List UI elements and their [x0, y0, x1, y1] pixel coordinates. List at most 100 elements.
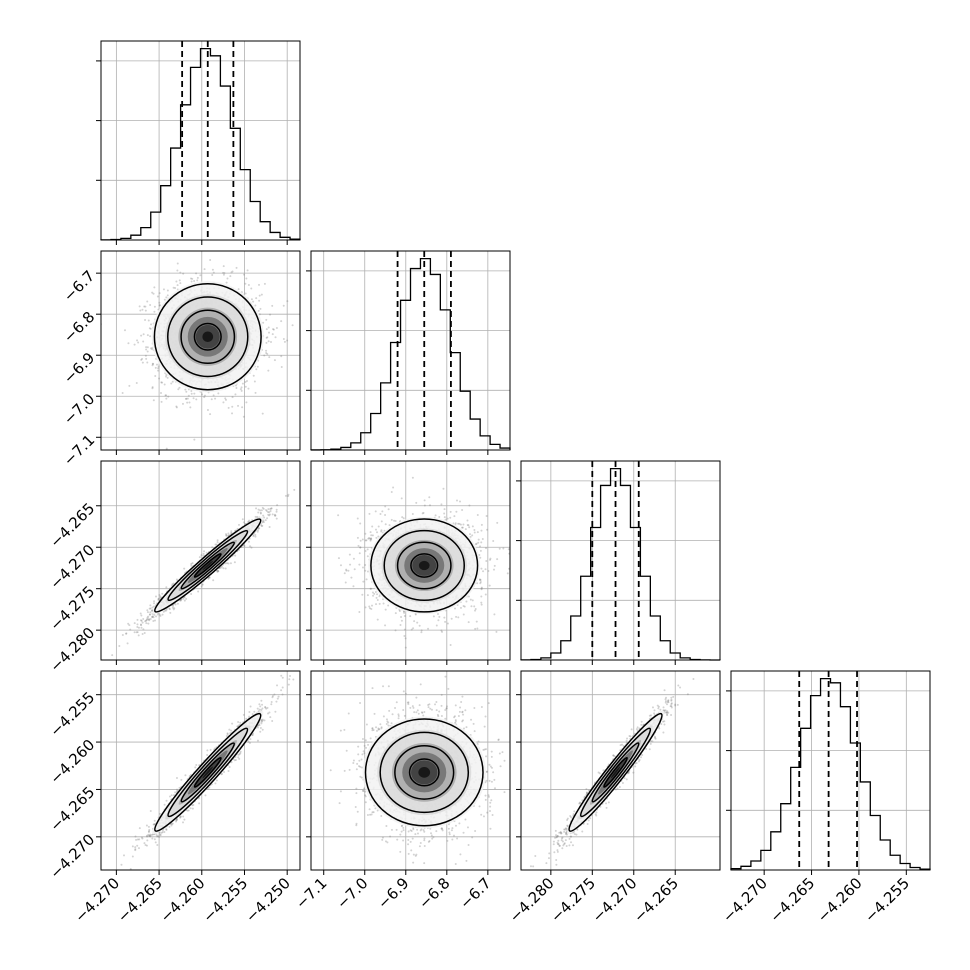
sample-point [226, 277, 229, 280]
sample-point [154, 366, 157, 369]
sample-point [250, 287, 253, 290]
sample-point [268, 525, 271, 528]
sample-point [193, 280, 196, 283]
sample-point [154, 619, 157, 622]
sample-point [147, 622, 150, 625]
sample-point [128, 624, 131, 627]
sample-point [459, 500, 462, 503]
sample-point [187, 394, 190, 397]
sample-point [140, 358, 143, 361]
sample-point [265, 349, 268, 352]
sample-point [269, 340, 272, 343]
sample-point [182, 597, 185, 600]
sample-point [148, 607, 151, 610]
sample-point [233, 529, 236, 532]
sample-point [146, 616, 149, 619]
y-tick-label: −4.265 [46, 499, 98, 551]
sample-point [468, 533, 471, 536]
sample-point [136, 339, 139, 342]
sample-point [263, 516, 266, 519]
density-band [202, 331, 214, 343]
sample-point [489, 558, 492, 561]
sample-point [474, 609, 477, 612]
sample-point [141, 621, 144, 624]
sample-point [265, 328, 268, 331]
sample-point [217, 570, 220, 573]
sample-point [158, 613, 161, 616]
sample-point [262, 507, 265, 510]
sample-point [157, 367, 160, 370]
sample-point [272, 328, 275, 331]
sample-point [476, 627, 479, 630]
sample-point [149, 617, 152, 620]
sample-point [140, 624, 143, 627]
sample-point [352, 557, 355, 560]
sample-point [128, 384, 131, 387]
contour-0 [193, 322, 222, 351]
scatter-panel-2-0: −4.280−4.275−4.270−4.265 [46, 460, 301, 676]
sample-point [140, 626, 143, 629]
sample-point [225, 281, 228, 284]
sample-point [145, 348, 148, 351]
sample-point [197, 590, 200, 593]
sample-point [190, 390, 193, 393]
sample-point [256, 530, 259, 533]
histogram-step [310, 258, 511, 451]
panel-contents [311, 461, 510, 660]
sample-point [476, 531, 479, 534]
sample-point [148, 327, 151, 330]
sample-point [382, 602, 385, 605]
sample-point [151, 362, 154, 365]
sample-point [178, 386, 181, 389]
sample-point [368, 605, 371, 608]
sample-point [211, 274, 214, 277]
sample-point [250, 546, 253, 549]
sample-point [255, 297, 258, 300]
sample-point [152, 362, 155, 365]
sample-point [149, 335, 152, 338]
sample-point [183, 567, 186, 570]
sample-point [149, 304, 152, 307]
sample-point [217, 392, 220, 395]
sample-point [136, 618, 139, 621]
sample-point [240, 386, 243, 389]
sample-point [200, 585, 203, 588]
sample-point [226, 562, 229, 565]
sample-point [258, 527, 261, 530]
sample-point [133, 622, 136, 625]
sample-point [212, 394, 215, 397]
sample-point [224, 567, 227, 570]
sample-point [273, 513, 276, 516]
sample-point [185, 397, 188, 400]
sample-point [255, 368, 258, 371]
sample-point [151, 291, 154, 294]
sample-point [216, 541, 219, 544]
sample-point [265, 352, 268, 355]
sample-point [193, 392, 196, 395]
sample-point [193, 438, 196, 441]
sample-point [146, 361, 149, 364]
sample-point [141, 361, 144, 364]
sample-point [129, 628, 132, 631]
sample-point [208, 576, 211, 579]
sample-point [247, 387, 250, 390]
sample-point [275, 510, 278, 513]
sample-point [227, 406, 230, 409]
sample-point [442, 487, 445, 490]
sample-point [202, 552, 205, 555]
sample-point [344, 581, 347, 584]
sample-point [230, 531, 233, 534]
sample-point [155, 615, 158, 618]
sample-point [267, 369, 270, 372]
sample-point [173, 607, 176, 610]
sample-point [126, 642, 129, 645]
sample-point [280, 365, 283, 368]
sample-point [256, 365, 259, 368]
sample-point [207, 577, 210, 580]
sample-point [140, 614, 143, 617]
sample-point [247, 284, 250, 287]
sample-point [218, 567, 221, 570]
sample-point [400, 619, 403, 622]
sample-point [229, 275, 232, 278]
sample-point [140, 334, 143, 337]
